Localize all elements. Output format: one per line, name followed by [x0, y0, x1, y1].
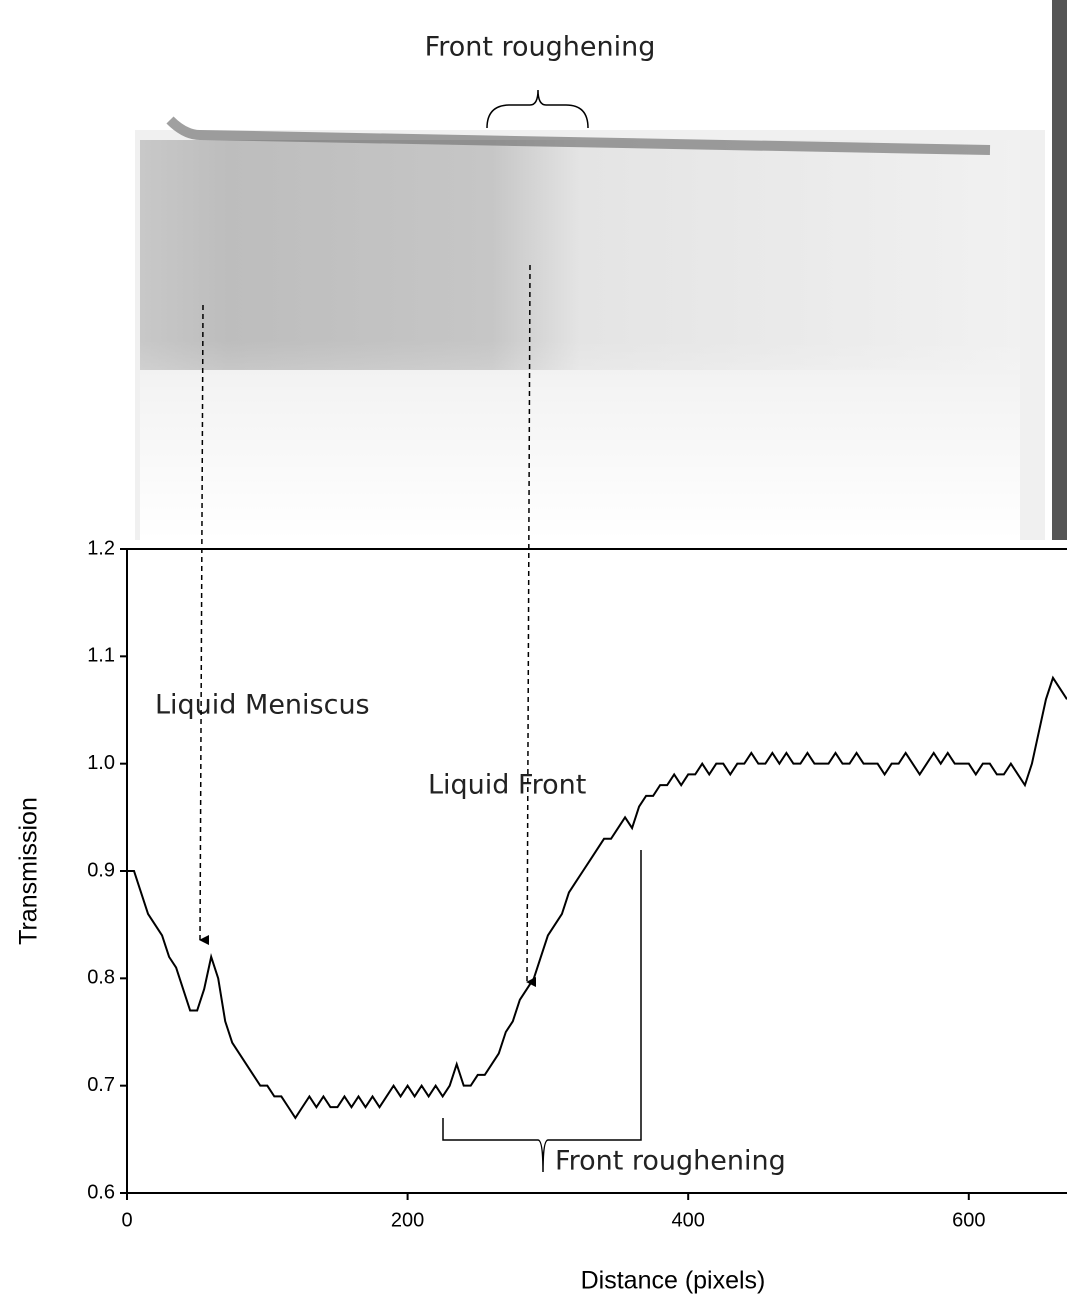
y-tick-label: 0.9 [87, 859, 115, 881]
x-tick-label: 0 [121, 1209, 132, 1231]
y-axis-label: Transmission [15, 797, 43, 945]
y-tick-label: 1.0 [87, 752, 115, 774]
arrow [526, 264, 537, 988]
y-tick-label: 0.8 [87, 967, 115, 989]
x-tick-label: 400 [672, 1209, 705, 1231]
brace [486, 89, 589, 129]
line [127, 675, 1067, 1120]
arrow [199, 304, 210, 946]
x-axis-label: Distance (pixels) [581, 1267, 766, 1295]
x-tick-label: 200 [391, 1209, 424, 1231]
annotation: Front roughening [425, 32, 656, 63]
annotation: Liquid Meniscus [155, 690, 370, 721]
y-tick-label: 1.2 [87, 537, 115, 559]
y-tick-label: 1.1 [87, 645, 115, 667]
bracket [442, 850, 642, 1173]
x-tick-label: 600 [952, 1209, 985, 1231]
annotation: Front roughening [555, 1146, 786, 1177]
y-tick-label: 0.7 [87, 1074, 115, 1096]
annotation: Liquid Front [428, 770, 586, 801]
y-tick-label: 0.6 [87, 1181, 115, 1203]
specimen-image [135, 0, 1067, 540]
